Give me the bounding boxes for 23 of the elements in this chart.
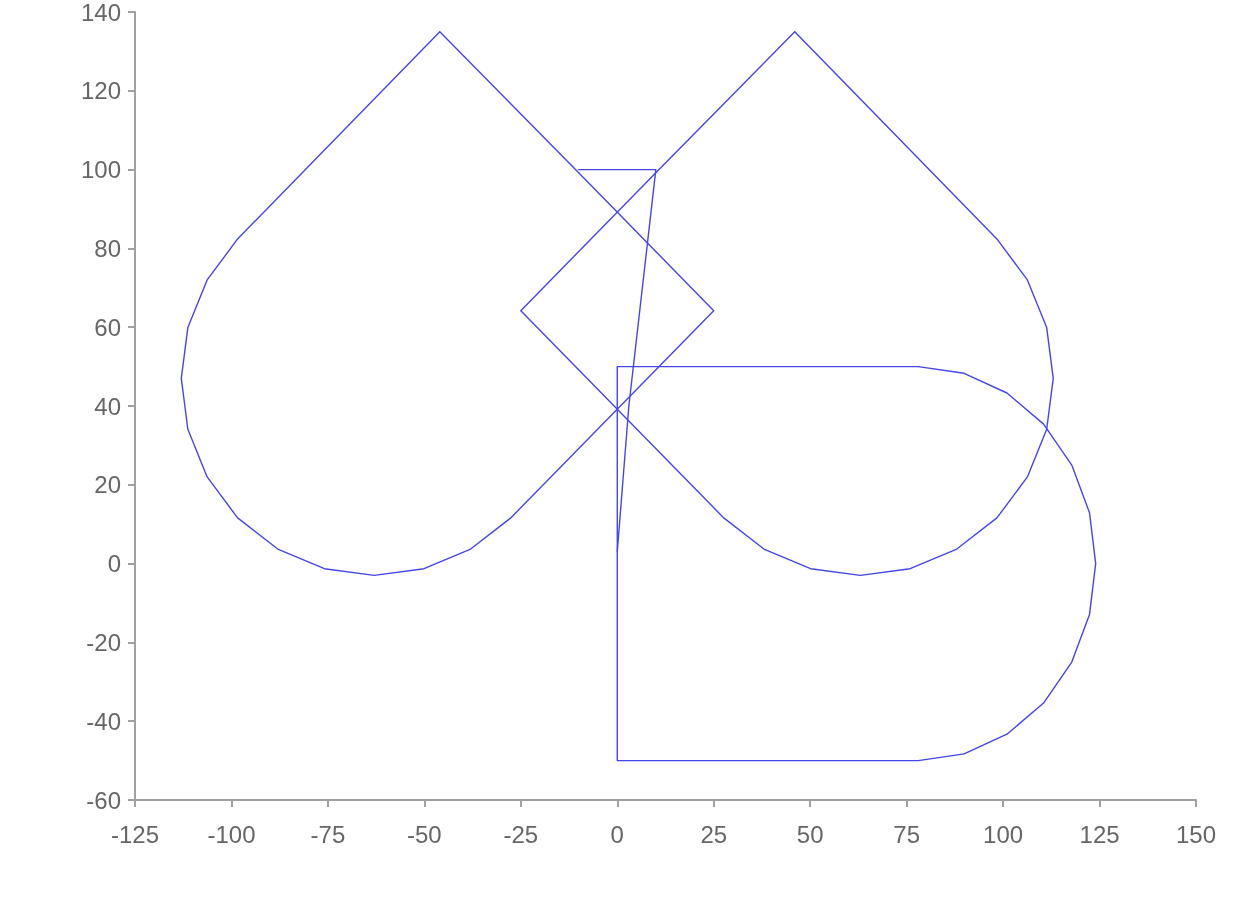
y-tick-label: 100: [80, 156, 121, 184]
x-tick-label: -25: [503, 820, 539, 848]
y-tick-label: -20: [86, 628, 121, 656]
y-tick-label: 140: [80, 0, 121, 26]
y-tick-label: -60: [86, 786, 121, 814]
x-tick-label: -100: [207, 820, 256, 848]
y-tick-label: 20: [94, 471, 121, 499]
y-tick-label: 0: [107, 550, 121, 578]
y-tick-label: -40: [86, 707, 121, 735]
x-tick-label: -75: [310, 820, 346, 848]
x-tick-label: 125: [1079, 820, 1120, 848]
y-tick-label: 40: [94, 392, 121, 420]
x-tick-label: 0: [610, 820, 624, 848]
x-tick-label: 25: [700, 820, 728, 848]
x-tick-label: 100: [983, 820, 1024, 848]
x-tick-label: -50: [407, 820, 442, 848]
y-tick-label: 120: [80, 77, 121, 105]
y-tick-label: 60: [94, 313, 121, 341]
x-tick-label: 150: [1175, 820, 1217, 848]
x-tick-label: -125: [110, 820, 160, 848]
x-tick-label: 75: [893, 820, 920, 848]
x-tick-label: 50: [796, 820, 824, 848]
y-tick-label: 80: [94, 234, 121, 262]
